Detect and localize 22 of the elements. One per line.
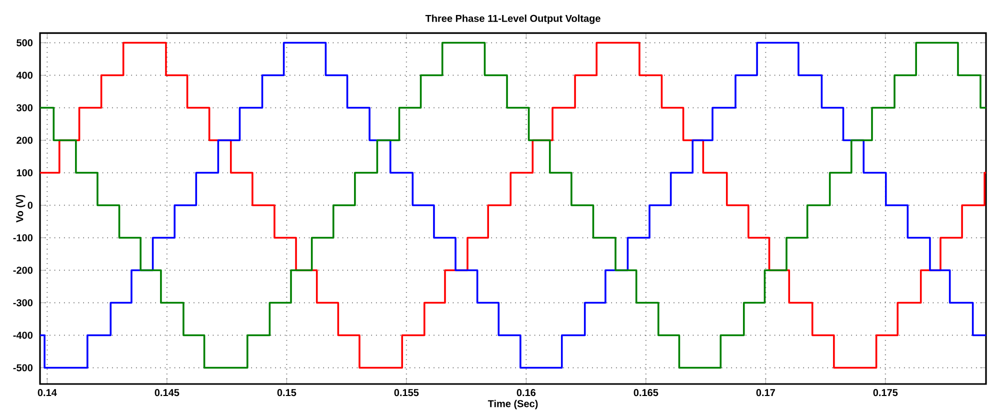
x-tick-label: 0.155: [394, 389, 419, 396]
y-tick-label: -200: [13, 266, 33, 274]
x-tick-label: 0.165: [634, 389, 658, 396]
y-tick-label: 0: [28, 202, 33, 209]
x-tick-label: 0.14: [38, 389, 57, 396]
y-tick-label: -100: [13, 234, 33, 242]
x-tick-label: 0.15: [277, 389, 296, 396]
y-tick-label: -400: [13, 332, 33, 339]
y-tick-label: -300: [13, 299, 33, 306]
y-tick-label: 500: [16, 39, 33, 46]
y-tick-label: 400: [16, 72, 33, 79]
y-axis-title: Vo (V): [16, 194, 26, 223]
x-tick-label: 0.17: [756, 389, 775, 396]
x-tick-label: 0.145: [154, 389, 180, 396]
y-tick-label: 300: [16, 104, 33, 112]
x-tick-label: 0.16: [516, 389, 536, 396]
y-tick-label: 100: [16, 169, 33, 176]
x-tick-label: 0.175: [873, 389, 898, 396]
chart-title: Three Phase 11-Level Output Voltage: [425, 14, 600, 24]
y-tick-label: 200: [16, 136, 33, 144]
y-tick-label: -500: [13, 364, 33, 372]
x-axis-title: Time (Sec): [488, 400, 538, 410]
